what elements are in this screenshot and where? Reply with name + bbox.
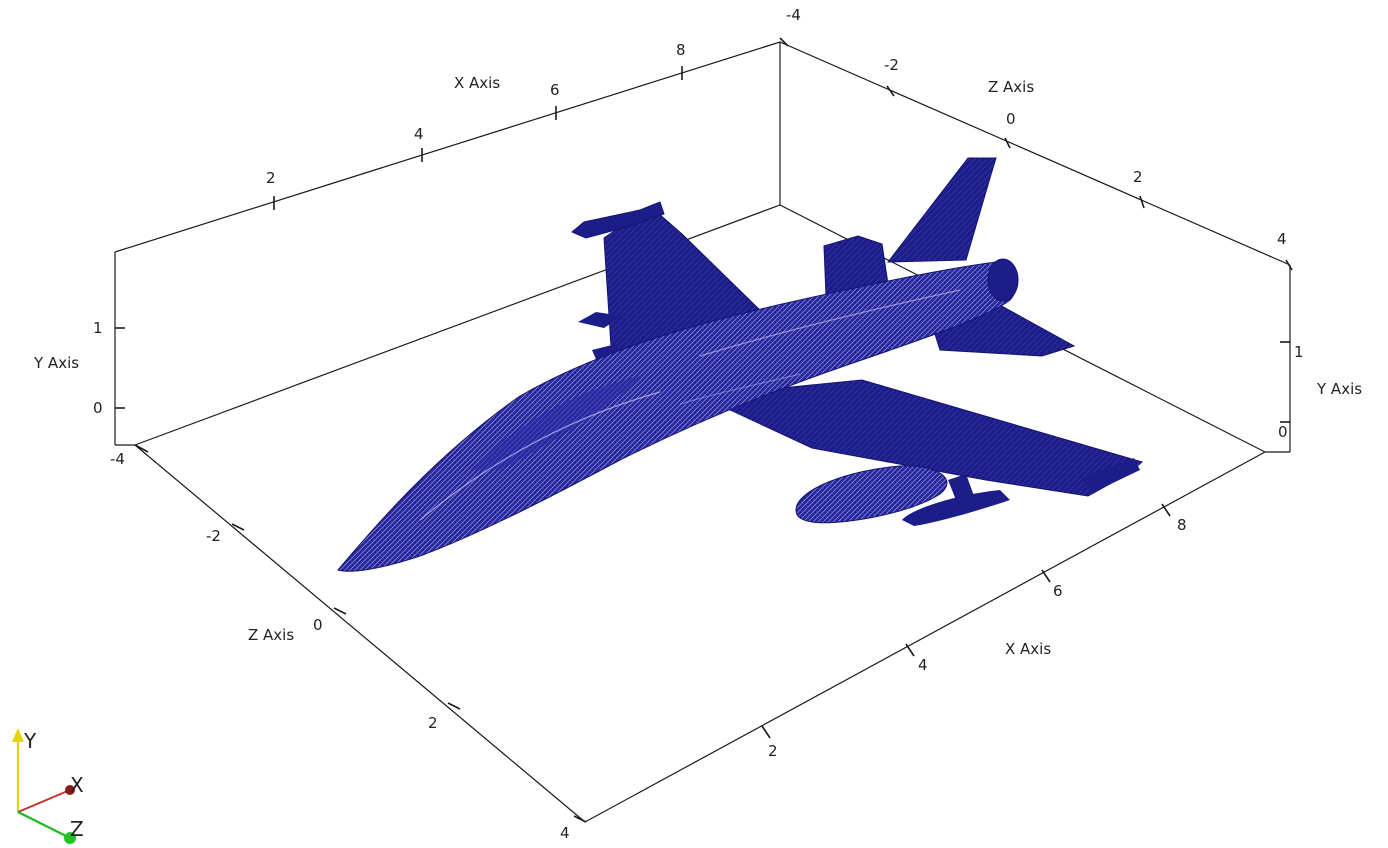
x-axis-title-top: X Axis — [454, 74, 500, 92]
z-top-tick-2: 2 — [1133, 168, 1143, 186]
z-arrow-icon — [64, 832, 76, 844]
z-left-tick-minus2: -2 — [206, 527, 221, 545]
z-axis-title-left: Z Axis — [248, 626, 294, 644]
x-axis-title-bottom: X Axis — [1005, 640, 1051, 658]
y-left-tick-1: 1 — [93, 319, 103, 337]
axis-titles: X Axis Z Axis Y Axis Y Axis Z Axis X Axi… — [33, 74, 1362, 658]
y-right-tick-0: 0 — [1278, 423, 1288, 441]
orientation-widget[interactable]: Y X Z — [12, 728, 84, 844]
y-right-tick-1: 1 — [1294, 343, 1304, 361]
y-axis-title-right: Y Axis — [1316, 380, 1362, 398]
y-arrow-icon — [12, 728, 24, 742]
z-left-tick-minus4: -4 — [110, 450, 125, 468]
x-bottom-tick-4: 4 — [918, 656, 928, 674]
z-top-tick-4: 4 — [1277, 230, 1287, 248]
orient-z-label: Z — [70, 817, 84, 841]
orient-y-label: Y — [23, 729, 37, 753]
z-top-tick-0: 0 — [1006, 110, 1016, 128]
x-bottom-tick-2: 2 — [768, 742, 778, 760]
x-bottom-tick-8: 8 — [1177, 516, 1187, 534]
tick-marks — [115, 37, 1293, 823]
z-left-tick-2: 2 — [428, 714, 438, 732]
z-left-tick-0: 0 — [313, 616, 323, 634]
aircraft-mesh-icon[interactable] — [337, 157, 1144, 572]
bounding-box — [114, 41, 1291, 823]
x-top-tick-6: 6 — [550, 81, 560, 99]
x-arrow-icon — [65, 785, 75, 795]
z-top-tick-minus4: -4 — [786, 6, 801, 24]
x-top-tick-2: 2 — [266, 169, 276, 187]
y-axis-title-left: Y Axis — [33, 354, 79, 372]
orient-x-label: X — [70, 773, 84, 797]
z-top-tick-minus2: -2 — [884, 56, 899, 74]
z-axis-title-top: Z Axis — [988, 78, 1034, 96]
y-left-tick-0: 0 — [93, 399, 103, 417]
x-top-tick-4: 4 — [414, 125, 424, 143]
x-bottom-tick-6: 6 — [1053, 582, 1063, 600]
x-top-tick-8: 8 — [676, 41, 686, 59]
z-left-tick-4: 4 — [560, 824, 570, 842]
tick-labels: 2 4 6 8 -4 -2 0 2 4 1 0 1 0 -4 -2 0 2 4 … — [93, 6, 1304, 842]
